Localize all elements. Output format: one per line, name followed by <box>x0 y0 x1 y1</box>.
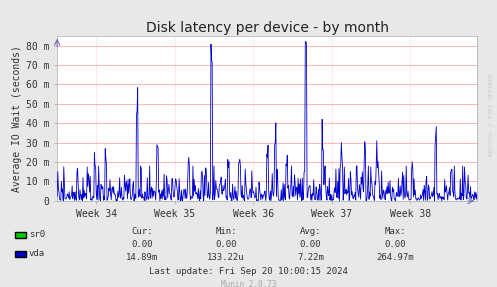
Text: 264.97m: 264.97m <box>376 253 414 262</box>
Text: 0.00: 0.00 <box>384 240 406 249</box>
Title: Disk latency per device - by month: Disk latency per device - by month <box>146 21 389 35</box>
Text: 133.22u: 133.22u <box>207 253 245 262</box>
Text: Avg:: Avg: <box>300 227 322 236</box>
Text: Munin 2.0.73: Munin 2.0.73 <box>221 280 276 287</box>
Text: RRDTOOL / TOBI OETIKER: RRDTOOL / TOBI OETIKER <box>489 73 494 156</box>
Text: 0.00: 0.00 <box>215 240 237 249</box>
Y-axis label: Average IO Wait (seconds): Average IO Wait (seconds) <box>12 45 22 192</box>
Text: Min:: Min: <box>215 227 237 236</box>
Text: sr0: sr0 <box>29 230 45 239</box>
Text: Max:: Max: <box>384 227 406 236</box>
Text: Last update: Fri Sep 20 10:00:15 2024: Last update: Fri Sep 20 10:00:15 2024 <box>149 267 348 276</box>
Text: 7.22m: 7.22m <box>297 253 324 262</box>
Text: 0.00: 0.00 <box>300 240 322 249</box>
Text: 14.89m: 14.89m <box>126 253 158 262</box>
Text: Cur:: Cur: <box>131 227 153 236</box>
Text: 0.00: 0.00 <box>131 240 153 249</box>
Text: vda: vda <box>29 249 45 258</box>
